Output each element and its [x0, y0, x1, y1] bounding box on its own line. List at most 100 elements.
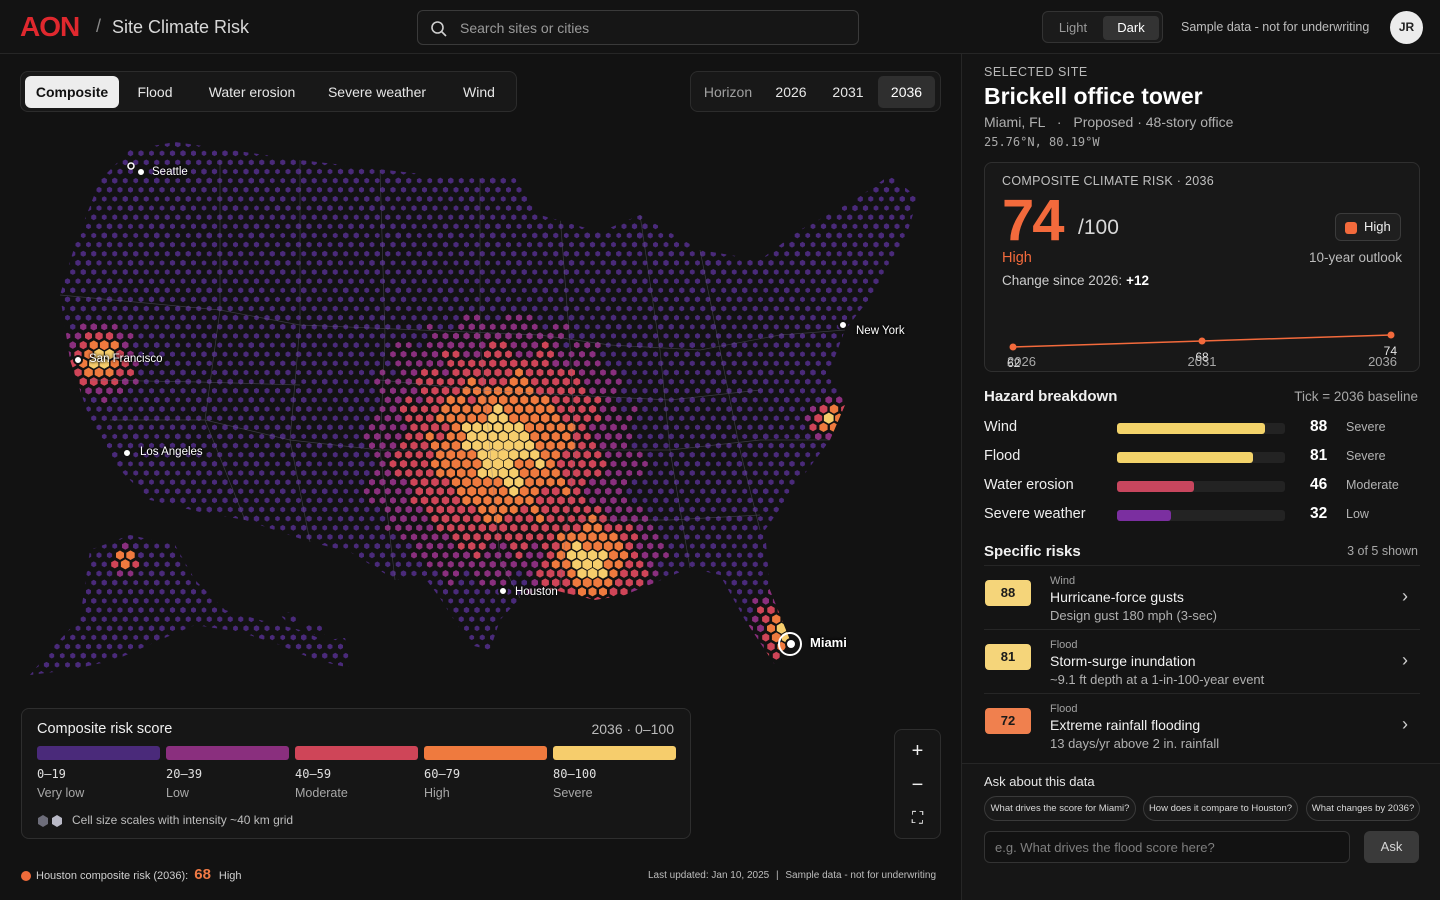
hex-cell [448, 251, 454, 257]
hex-cell [164, 598, 170, 604]
hex-cell [684, 315, 690, 321]
tab-severe-weather[interactable]: Severe weather [327, 84, 427, 100]
hex-cell [280, 415, 286, 422]
hex-cell [647, 342, 653, 349]
hex-cell [316, 497, 323, 504]
hex-cell [562, 578, 571, 587]
hex-cell [836, 396, 843, 404]
tab-composite[interactable]: Composite [25, 76, 119, 108]
hex-cell [485, 260, 490, 266]
hex-cell [495, 607, 501, 613]
hex-cell [327, 534, 333, 540]
hex-cell [374, 287, 380, 293]
hex-cell [821, 333, 826, 339]
hex-cell [626, 360, 632, 367]
hex-cell [577, 568, 587, 579]
theme-light-button[interactable]: Light [1058, 20, 1088, 35]
tab-wind[interactable]: Wind [463, 84, 495, 100]
hex-cell [767, 605, 775, 615]
hex-cell [752, 415, 758, 422]
hex-cell [169, 259, 176, 266]
theme-dark-button[interactable]: Dark [1103, 16, 1159, 40]
hex-cell [478, 504, 487, 515]
hex-cell [400, 533, 407, 541]
hex-cell [441, 458, 450, 469]
hex-cell [415, 505, 423, 514]
hex-cell [348, 424, 354, 431]
hex-cell [290, 159, 296, 166]
hex-cell [437, 560, 444, 568]
hex-cell [773, 396, 779, 403]
hex-cell [553, 269, 559, 275]
hex-cell [684, 333, 690, 339]
hex-cell [473, 551, 481, 560]
hex-cell [689, 305, 695, 312]
hex-cell [112, 451, 118, 458]
search-input[interactable] [460, 18, 840, 38]
search-box[interactable] [417, 10, 859, 45]
hex-cell [447, 486, 455, 496]
hex-cell [385, 543, 391, 550]
hex-cell [238, 488, 244, 495]
hex-cell [553, 250, 559, 257]
hex-cell [180, 314, 186, 321]
hex-cell [86, 223, 91, 230]
hex-cell [416, 342, 422, 349]
hex-cell [374, 342, 380, 348]
hex-cell [138, 442, 144, 449]
hex-cell [280, 634, 286, 641]
hex-cell [589, 478, 596, 486]
hex-cell [578, 459, 586, 469]
hex-cell [573, 505, 581, 514]
hex-cell [547, 278, 554, 285]
horizon-2031[interactable]: 2031 [832, 84, 864, 100]
hex-cell [269, 378, 275, 385]
tab-water-erosion[interactable]: Water erosion [208, 84, 296, 100]
hex-cell [343, 396, 349, 403]
risk-hex-map[interactable] [0, 120, 950, 700]
hex-cell [327, 186, 333, 193]
hex-cell [432, 186, 438, 193]
hex-cell [541, 560, 549, 569]
hex-cell [700, 415, 706, 422]
user-avatar[interactable]: JR [1390, 11, 1423, 44]
hex-cell [705, 534, 711, 540]
hex-cell [385, 561, 391, 568]
hex-cell [101, 232, 107, 239]
hex-cell [70, 323, 76, 330]
hex-cell [658, 415, 664, 422]
hex-cell [562, 450, 571, 460]
hex-cell [416, 524, 423, 532]
tab-flood[interactable]: Flood [137, 84, 173, 100]
hex-cell [285, 314, 291, 321]
horizon-2036[interactable]: 2036 [878, 76, 935, 108]
hex-cell [626, 451, 633, 459]
hex-cell [201, 150, 207, 156]
hex-cell [379, 533, 386, 540]
hex-cell [369, 442, 375, 450]
aon-logo[interactable]: AON [20, 11, 80, 42]
hex-cell [75, 625, 81, 632]
hex-cell [410, 405, 418, 413]
hex-cell [773, 433, 779, 440]
hex-cell [605, 451, 612, 459]
hex-cell [474, 588, 480, 595]
hex-cell [217, 433, 223, 440]
hex-cell [264, 442, 270, 449]
hex-cell [563, 287, 569, 293]
hex-cell [504, 404, 513, 414]
hex-cell [805, 433, 811, 440]
hex-cell [663, 406, 669, 412]
hex-cell [128, 461, 133, 467]
hex-cell [170, 186, 175, 193]
hex-cell [164, 561, 170, 568]
hex-cell [668, 378, 674, 385]
hex-cell [359, 260, 364, 266]
hex-cell [499, 341, 507, 350]
hex-cell [569, 223, 574, 230]
hex-cell [306, 625, 312, 632]
horizon-2026[interactable]: 2026 [775, 84, 807, 100]
hex-cell [805, 323, 811, 330]
hex-cell [420, 441, 429, 450]
hex-cell [519, 449, 529, 460]
